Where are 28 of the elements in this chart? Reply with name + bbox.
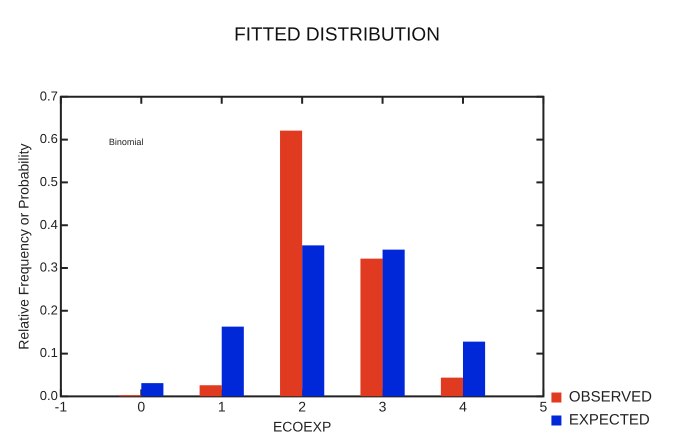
legend-label: OBSERVED <box>568 388 652 406</box>
y-tick-label: 0.3 <box>40 260 58 275</box>
x-tick-label: 0 <box>137 398 146 415</box>
x-tick-label: 5 <box>540 398 548 415</box>
bar <box>280 130 302 396</box>
y-tick-label: 0.5 <box>40 174 58 189</box>
x-tick-label: 1 <box>218 398 226 415</box>
y-tick-label: 0.4 <box>40 216 58 232</box>
x-tick-label: 2 <box>298 398 306 415</box>
x-tick-label: 3 <box>378 398 387 415</box>
y-axis-title: Relative Frequency or Probability <box>15 143 32 350</box>
bar <box>462 342 486 396</box>
bar <box>440 378 463 396</box>
x-tick-label: 4 <box>459 398 468 415</box>
y-tick-label: 0.7 <box>40 88 58 104</box>
bar <box>141 383 164 396</box>
bar <box>382 250 405 396</box>
bar <box>200 385 222 396</box>
legend-label: EXPECTED <box>568 412 650 429</box>
y-tick-label: 0.1 <box>40 345 58 360</box>
y-tick-label: 0.6 <box>40 131 58 146</box>
bar <box>302 245 324 396</box>
bar <box>360 258 383 396</box>
chart-title: FITTED DISTRIBUTION <box>234 24 440 46</box>
annotation: Binomial <box>108 136 144 147</box>
x-axis-title: ECOEXP <box>272 418 332 434</box>
bar <box>222 326 244 396</box>
y-tick-label: 0.2 <box>40 302 58 318</box>
